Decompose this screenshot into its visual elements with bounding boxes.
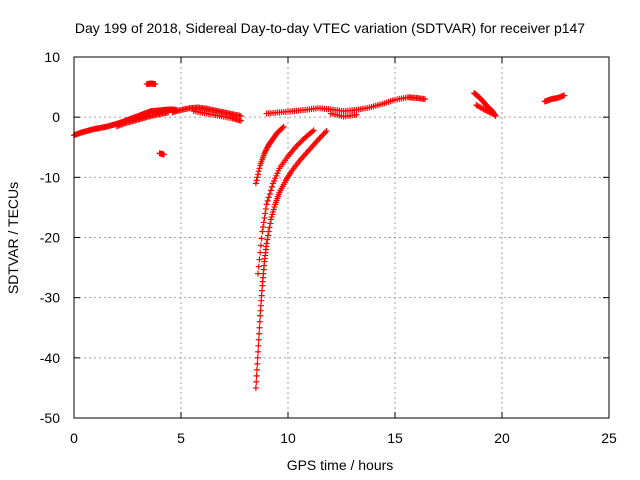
series-arc-11 <box>327 110 360 120</box>
data-point <box>323 128 330 135</box>
series-arc-6 <box>190 108 244 124</box>
chart-title: Day 199 of 2018, Sidereal Day-to-day VTE… <box>75 20 585 36</box>
data-point <box>265 194 272 201</box>
x-tick-label: 15 <box>387 430 403 446</box>
data-point <box>265 232 272 239</box>
x-tick-label: 20 <box>494 430 510 446</box>
series-arc-12 <box>471 90 499 119</box>
data-point <box>267 220 274 227</box>
data-point <box>421 96 428 103</box>
data-point <box>256 256 263 263</box>
data-point <box>258 292 265 299</box>
data-point <box>259 228 266 235</box>
data-point <box>310 127 317 134</box>
data-point <box>256 318 263 325</box>
data-point <box>265 228 272 235</box>
x-tick-label: 25 <box>601 430 617 446</box>
data-point <box>264 236 271 243</box>
y-tick-label: 10 <box>44 49 60 65</box>
data-marks-layer <box>71 80 568 391</box>
data-point <box>257 249 264 256</box>
data-point <box>252 180 259 187</box>
data-point <box>260 219 267 226</box>
series-arc-4 <box>156 150 167 158</box>
y-tick-label: 0 <box>52 109 60 125</box>
data-point <box>264 197 271 204</box>
series-arc-8 <box>255 127 317 277</box>
data-point <box>490 111 497 118</box>
data-point <box>253 372 260 379</box>
data-point <box>261 214 268 221</box>
data-point <box>258 287 265 294</box>
y-tick-label: -40 <box>40 350 60 366</box>
data-point <box>266 190 273 197</box>
data-point <box>255 348 262 355</box>
data-point <box>263 201 270 208</box>
data-point <box>255 263 262 270</box>
data-point <box>252 384 259 391</box>
data-point <box>257 307 264 314</box>
data-point <box>258 297 265 304</box>
series-arc-5 <box>169 104 244 119</box>
data-point <box>254 360 261 367</box>
series-arc-2 <box>113 109 172 130</box>
y-axis-ticks: -50 -40 -30 -20 -10 0 10 <box>40 49 609 426</box>
x-tick-label: 0 <box>70 430 78 446</box>
data-point <box>279 124 286 131</box>
y-axis-label: SDTVAR / TECUs <box>5 182 21 294</box>
data-point <box>280 123 287 130</box>
data-point <box>258 235 265 242</box>
data-point <box>237 117 244 124</box>
data-point <box>255 336 262 343</box>
y-tick-label: -50 <box>40 410 60 426</box>
data-point <box>561 92 568 99</box>
data-point <box>255 171 262 178</box>
series-arc-10 <box>263 94 428 117</box>
data-point <box>256 165 263 172</box>
data-point <box>253 177 260 184</box>
y-tick-label: -20 <box>40 230 60 246</box>
data-point <box>266 224 273 231</box>
data-point <box>253 366 260 373</box>
series-arc-7 <box>252 123 287 187</box>
data-point <box>262 210 269 217</box>
data-point <box>263 240 270 247</box>
series-arc-9 <box>252 128 330 391</box>
data-point <box>254 354 261 361</box>
data-point <box>262 205 269 212</box>
data-point <box>160 151 167 158</box>
data-point <box>152 81 159 88</box>
series-arc-14 <box>541 92 568 105</box>
data-point <box>268 183 275 190</box>
data-point <box>353 111 360 118</box>
data-point <box>257 302 264 309</box>
data-point <box>255 342 262 349</box>
data-point <box>257 312 264 319</box>
data-point <box>256 324 263 331</box>
y-tick-label: -10 <box>40 169 60 185</box>
x-tick-label: 10 <box>280 430 296 446</box>
data-point <box>267 187 274 194</box>
data-point <box>253 378 260 385</box>
x-tick-label: 5 <box>177 430 185 446</box>
x-axis-label: GPS time / hours <box>287 457 394 473</box>
data-point <box>257 242 264 249</box>
data-point <box>260 223 267 230</box>
data-point <box>255 270 262 277</box>
data-point <box>254 174 261 181</box>
x-axis-ticks: 0 5 10 15 20 25 <box>70 57 617 446</box>
data-point <box>256 330 263 337</box>
y-tick-label: -30 <box>40 290 60 306</box>
grid-layer <box>74 57 609 418</box>
series-arc-13 <box>473 102 497 118</box>
series-arc-3 <box>143 80 159 88</box>
data-point <box>255 168 262 175</box>
